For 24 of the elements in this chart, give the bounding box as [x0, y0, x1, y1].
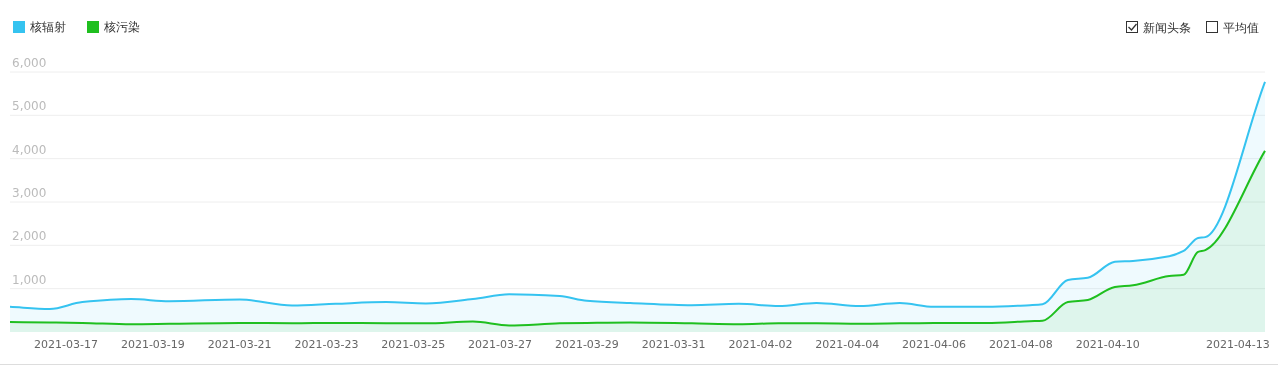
x-tick-label: 2021-03-21 [207, 338, 272, 351]
y-tick-label: 3,000 [12, 186, 47, 200]
x-tick-label: 2021-03-29 [554, 338, 619, 351]
x-tick-label: 2021-04-10 [1075, 338, 1140, 351]
y-tick-label: 4,000 [12, 142, 47, 157]
x-tick-label: 2021-03-31 [641, 338, 706, 351]
text: 新闻头条 [1143, 21, 1191, 35]
y-tick-label: 2,000 [12, 229, 47, 244]
x-tick-label: 2021-03-17 [34, 338, 99, 351]
x-tick-label: 2021-04-02 [728, 338, 793, 351]
x-tick-label: 2021-04-04 [815, 338, 880, 351]
text: 平均值 [1223, 21, 1259, 35]
y-tick-label: 1,000 [12, 272, 47, 287]
x-tick-label: 2021-04-13 [1205, 338, 1270, 351]
x-tick-label: 2021-04-08 [988, 338, 1053, 351]
x-tick-label: 2021-03-23 [294, 338, 359, 351]
legend-label: 核辐射 [29, 20, 66, 34]
x-tick-label: 2021-03-25 [381, 338, 446, 351]
x-tick-label: 2021-03-19 [120, 338, 185, 351]
x-tick-label: 2021-03-27 [468, 338, 533, 351]
y-tick-label: 6,000 [12, 56, 47, 70]
legend-label: 核污染 [103, 20, 140, 34]
x-tick-label: 2021-04-06 [902, 338, 967, 351]
y-tick-label: 5,000 [12, 99, 47, 114]
